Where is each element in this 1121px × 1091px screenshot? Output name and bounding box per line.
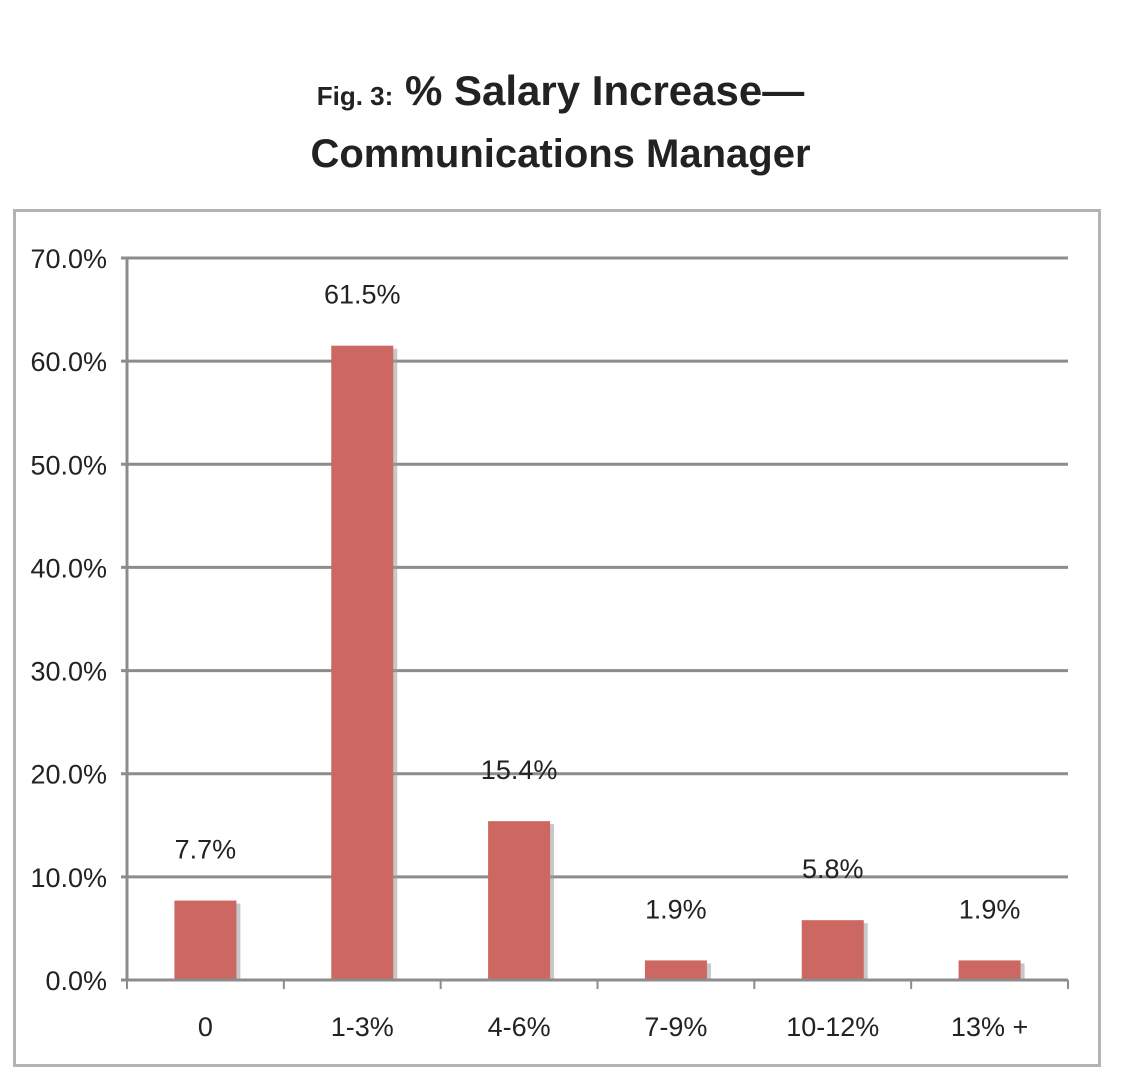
bar [174,900,237,980]
data-label: 5.8% [802,854,864,884]
y-tick-label: 70.0% [30,244,107,274]
chart-title: Fig. 3: % Salary Increase— Communication… [0,70,1121,176]
bar [644,960,707,980]
chart-frame [13,209,1101,1067]
x-tick-label: 1-3% [331,1012,394,1042]
x-tick-label: 0 [198,1012,213,1042]
title-prefix: Fig. 3: [316,81,394,111]
x-tick-label: 4-6% [488,1012,551,1042]
x-tick-label: 10-12% [786,1012,879,1042]
y-tick-label: 10.0% [30,863,107,893]
x-tick-label: 7-9% [644,1012,707,1042]
data-label: 15.4% [481,755,558,785]
bar [801,920,864,980]
x-tick-label: 13% + [951,1012,1028,1042]
y-tick-label: 20.0% [30,760,107,790]
y-tick-label: 0.0% [45,966,107,996]
bar [958,960,1021,980]
y-tick-label: 30.0% [30,657,107,687]
bar [488,821,551,980]
data-label: 7.7% [175,835,237,865]
y-tick-label: 60.0% [30,347,107,377]
title-line-2: Communications Manager [310,132,811,176]
y-tick-label: 40.0% [30,553,107,583]
title-main: % Salary Increase— [404,67,805,114]
data-label: 1.9% [959,894,1021,924]
title-line-1: Fig. 3: % Salary Increase— [0,70,1121,132]
data-label: 61.5% [324,280,401,310]
data-label: 1.9% [645,894,707,924]
y-tick-label: 50.0% [30,450,107,480]
bar [331,345,394,981]
